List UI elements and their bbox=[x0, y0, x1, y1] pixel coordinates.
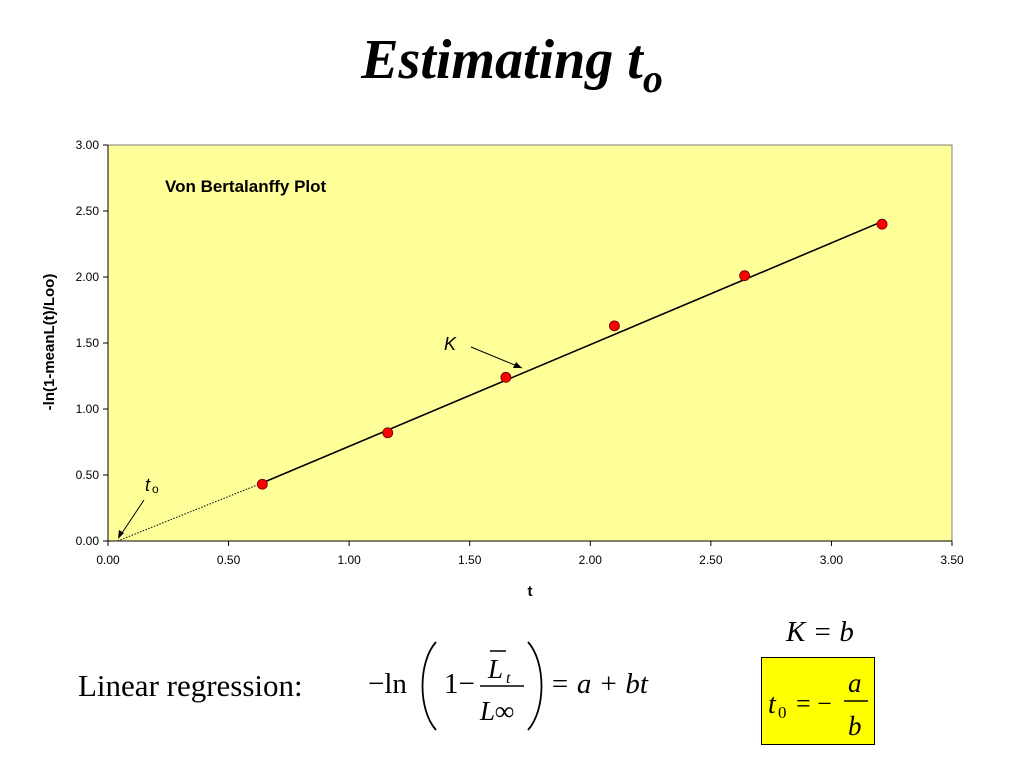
x-tick-label: 0.00 bbox=[96, 553, 120, 567]
data-point bbox=[256, 478, 268, 490]
regression-formula: −ln 1− L t L∞ = a + bt bbox=[368, 641, 649, 731]
y-tick-label: 0.50 bbox=[76, 468, 100, 482]
y-tick-label: 1.00 bbox=[76, 402, 100, 416]
t0-formula-equals: = − bbox=[796, 689, 832, 718]
slide-title: Estimating to bbox=[0, 28, 1024, 102]
x-tick-label: 0.50 bbox=[217, 553, 241, 567]
chart-title: Von Bertalanffy Plot bbox=[165, 177, 327, 196]
t0-formula: t 0 = − a b bbox=[768, 668, 868, 741]
y-tick-label: 2.00 bbox=[76, 270, 100, 284]
slide-title-main: Estimating t bbox=[361, 29, 643, 91]
formula-one-minus: 1− bbox=[444, 668, 475, 700]
x-tick-label: 2.50 bbox=[699, 553, 723, 567]
x-tick-label: 1.00 bbox=[337, 553, 361, 567]
y-tick-label: 2.50 bbox=[76, 204, 100, 218]
formula-rhs: = a + bt bbox=[550, 668, 649, 700]
formula-left-paren bbox=[421, 641, 437, 731]
t0-arrow-head bbox=[118, 530, 124, 539]
x-tick-label: 1.50 bbox=[458, 553, 482, 567]
formula-denominator: L∞ bbox=[479, 696, 514, 726]
t0-annotation-main: t bbox=[145, 475, 151, 495]
plot-area bbox=[107, 144, 953, 542]
t0-annotation-sub: o bbox=[152, 482, 159, 496]
slide-title-sub: o bbox=[642, 56, 663, 101]
data-points bbox=[256, 218, 888, 490]
t0-arrow bbox=[119, 499, 145, 537]
k-arrow bbox=[470, 346, 523, 369]
t0-formula-box: t 0 = − a b bbox=[761, 657, 875, 745]
t0-formula-sub: 0 bbox=[778, 703, 787, 722]
k-arrow-head bbox=[513, 362, 522, 368]
y-tick-label: 3.00 bbox=[76, 138, 100, 152]
formula-numerator-sub: t bbox=[506, 670, 511, 687]
t0-formula-denominator: b bbox=[848, 711, 862, 741]
t0-formula-numerator: a bbox=[848, 668, 862, 698]
x-axis-label: t bbox=[528, 583, 533, 600]
y-axis-label: -ln(1-meanL(t)/Loo) bbox=[41, 274, 58, 411]
formula-numerator: L bbox=[487, 654, 503, 684]
x-tick-label: 2.00 bbox=[579, 553, 603, 567]
k-annotation: K bbox=[444, 334, 457, 354]
extrapolation-line bbox=[117, 482, 263, 542]
y-tick-label: 0.00 bbox=[76, 534, 100, 548]
k-equals-b: K = b bbox=[786, 616, 854, 648]
x-tick-label: 3.00 bbox=[820, 553, 844, 567]
y-tick-label: 1.50 bbox=[76, 336, 100, 350]
regression-label: Linear regression: bbox=[78, 668, 303, 703]
x-axis: 0.00 0.50 1.00 1.50 2.00 2.50 3.00 3.50 bbox=[96, 540, 964, 567]
data-point bbox=[739, 270, 751, 282]
x-tick-label: 3.50 bbox=[940, 553, 964, 567]
data-point bbox=[382, 427, 394, 439]
data-point bbox=[500, 371, 512, 383]
regression-line bbox=[262, 220, 883, 484]
t0-formula-t: t bbox=[768, 689, 777, 720]
data-point bbox=[876, 218, 888, 230]
formula-right-paren bbox=[527, 641, 543, 731]
formula-neg-ln: −ln bbox=[368, 668, 407, 700]
y-axis: 0.00 0.50 1.00 1.50 2.00 2.50 3.00 bbox=[76, 138, 109, 548]
data-point bbox=[609, 320, 620, 332]
